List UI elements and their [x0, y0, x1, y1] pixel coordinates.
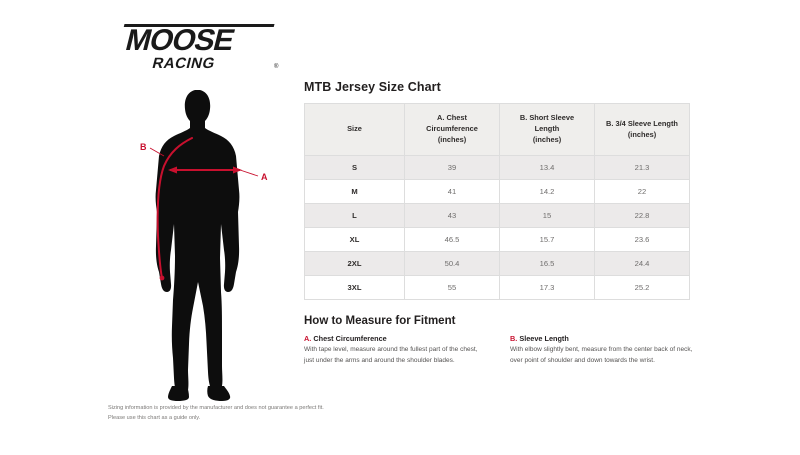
howto-body-chest: With tape level, measure around the full… [304, 346, 478, 364]
logo-accent-bar [123, 24, 275, 27]
figure-graphic: A B [140, 90, 268, 401]
howto-letter-a: A. [304, 334, 312, 343]
measurement-line-chest: A [168, 166, 268, 182]
logo-trademark-icon: ® [274, 63, 279, 70]
cell-short-sleeve: 15 [499, 203, 595, 228]
cell-chest: 39 [404, 155, 500, 180]
cell-size: XL [304, 227, 405, 252]
howto-columns: A. Chest Circumference With tape level, … [304, 334, 694, 366]
table-row: XL 46.5 15.7 23.6 [304, 227, 690, 252]
silhouette-foot-right [207, 386, 231, 401]
cell-size: L [304, 203, 405, 228]
chest-leader-line [239, 169, 259, 177]
disclaimer-line-2: Please use this chart as a guide only. [108, 414, 201, 421]
column-header-three-quarter-sleeve: B. 3/4 Sleeve Length (inches) [594, 103, 690, 156]
logo-wordmark-moose: MOOSE [122, 23, 238, 56]
cell-short-sleeve: 13.4 [499, 155, 595, 180]
cell-three-quarter: 22 [594, 179, 690, 204]
cell-size: 3XL [304, 275, 405, 300]
marker-label-a: A [261, 172, 268, 182]
howto-body-sleeve: With elbow slightly bent, measure from t… [510, 346, 693, 364]
column-header-short-sleeve: B. Short Sleeve Length (inches) [499, 103, 595, 156]
cell-short-sleeve: 15.7 [499, 227, 595, 252]
sleeve-curve [156, 137, 193, 279]
column-header-size: Size [304, 103, 405, 156]
marker-label-b: B [140, 142, 147, 152]
disclaimer: Sizing information is provided by the ma… [108, 404, 438, 424]
table-row: S 39 13.4 21.3 [304, 155, 690, 180]
cell-chest: 50.4 [404, 251, 500, 276]
column-header-chest: A. Chest Circumference (inches) [404, 103, 500, 156]
howto-item-sleeve: B. Sleeve Length With elbow slightly ben… [510, 334, 694, 366]
body-silhouette-figure: A B [132, 86, 282, 406]
sleeve-endpoint-dot [159, 275, 165, 281]
cell-short-sleeve: 14.2 [499, 179, 595, 204]
howto-heading: How to Measure for Fitment [304, 315, 456, 327]
silhouette-foot-left [168, 386, 189, 401]
table-header: Size A. Chest Circumference (inches) B. … [304, 103, 690, 156]
cell-three-quarter: 23.6 [594, 227, 690, 252]
silhouette-shape [155, 90, 240, 401]
howto-item-heading: B. Sleeve Length [510, 334, 694, 343]
howto-item-chest: A. Chest Circumference With tape level, … [304, 334, 488, 366]
sleeve-leader-line [149, 147, 165, 157]
cell-chest: 43 [404, 203, 500, 228]
howto-title-chest: Chest Circumference [313, 334, 387, 343]
cell-three-quarter: 24.4 [594, 251, 690, 276]
page-title: MTB Jersey Size Chart [304, 80, 441, 94]
cell-chest: 41 [404, 179, 500, 204]
table-row: M 41 14.2 22 [304, 179, 690, 204]
cell-chest: 46.5 [404, 227, 500, 252]
cell-chest: 55 [404, 275, 500, 300]
cell-size: S [304, 155, 405, 180]
moose-racing-logo: MOOSE RACING ® [104, 18, 294, 76]
disclaimer-line-1: Sizing information is provided by the ma… [108, 405, 324, 411]
howto-item-heading: A. Chest Circumference [304, 334, 488, 343]
table-row: 2XL 50.4 16.5 24.4 [304, 251, 690, 276]
cell-three-quarter: 21.3 [594, 155, 690, 180]
cell-three-quarter: 22.8 [594, 203, 690, 228]
howto-title-sleeve: Sleeve Length [519, 334, 569, 343]
table-row: 3XL 55 17.3 25.2 [304, 275, 690, 300]
cell-size: M [304, 179, 405, 204]
logo-graphic: MOOSE RACING ® [122, 23, 279, 72]
logo-wordmark-racing: RACING [151, 55, 217, 72]
cell-size: 2XL [304, 251, 405, 276]
howto-letter-b: B. [510, 334, 518, 343]
cell-three-quarter: 25.2 [594, 275, 690, 300]
cell-short-sleeve: 16.5 [499, 251, 595, 276]
size-chart-table: Size A. Chest Circumference (inches) B. … [304, 103, 690, 300]
chest-arrowhead-left [168, 166, 177, 174]
chart-content: MTB Jersey Size Chart Size A. Chest Circ… [304, 80, 696, 366]
table-row: L 43 15 22.8 [304, 203, 690, 228]
chest-arrowhead-right [233, 166, 242, 174]
silhouette-body [155, 90, 240, 396]
table-body: S 39 13.4 21.3 M 41 14.2 22 L 43 15 22.8 [304, 155, 690, 300]
table-header-row: Size A. Chest Circumference (inches) B. … [304, 103, 690, 156]
cell-short-sleeve: 17.3 [499, 275, 595, 300]
measurement-line-sleeve: B [140, 137, 193, 281]
